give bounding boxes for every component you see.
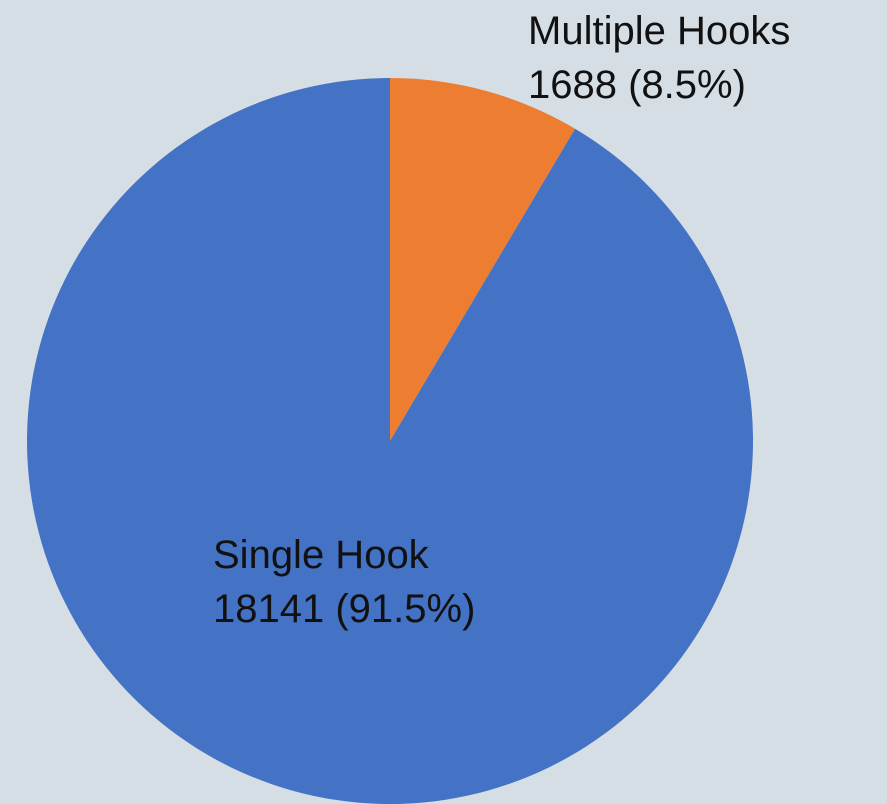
pie-slice-single-hook [27,78,753,804]
slice-name-multiple-hooks: Multiple Hooks [528,9,791,53]
slice-value-multiple-hooks: 1688 (8.5%) [528,63,746,107]
slice-name-single-hook: Single Hook [213,533,429,577]
slice-value-single-hook: 18141 (91.5%) [213,587,476,631]
data-label-single-hook: Single Hook 18141 (91.5%) [213,528,475,636]
pie-slice-multiple-hooks [390,78,576,441]
data-label-multiple-hooks: Multiple Hooks 1688 (8.5%) [528,4,790,112]
pie-slices [27,78,753,804]
